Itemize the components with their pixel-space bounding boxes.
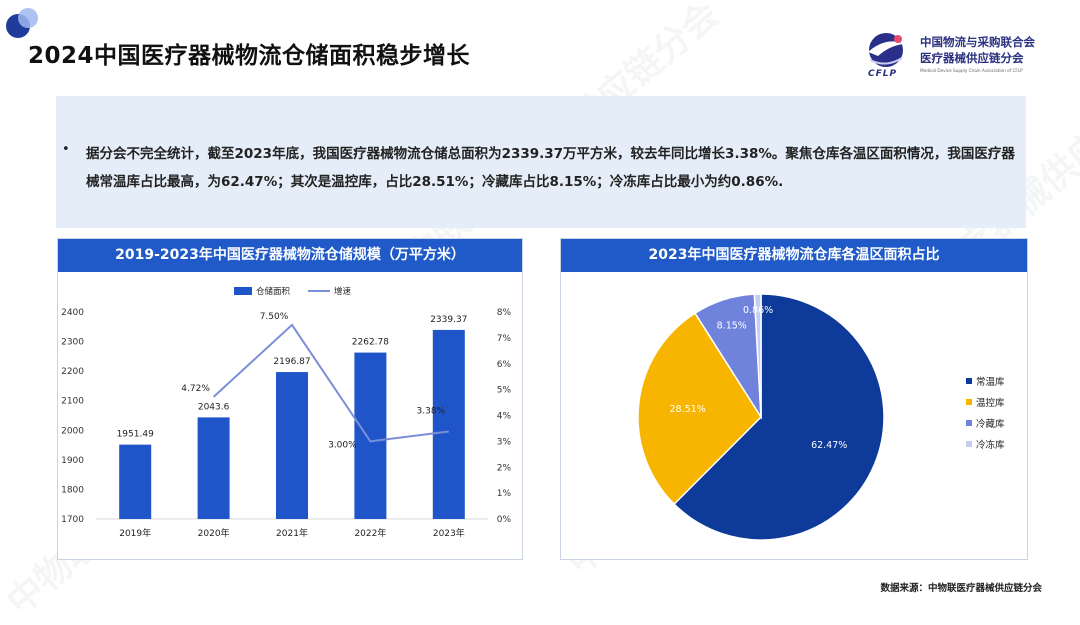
x-axis-tick-label: 2020年	[198, 527, 230, 539]
bar	[197, 417, 230, 519]
legend-label: 温控库	[976, 397, 1005, 409]
org-name-line1: 中国物流与采购联合会	[920, 35, 1035, 49]
legend-label: 常温库	[976, 376, 1005, 388]
pie-chart-title: 2023年中国医疗器械物流仓库各温区面积占比	[561, 239, 1027, 272]
summary-text: 据分会不完全统计，截至2023年底，我国医疗器械物流仓储总面积为2339.37万…	[86, 146, 1015, 190]
pie-chart-panel: 2023年中国医疗器械物流仓库各温区面积占比 62.47% 28.51% 8.15%…	[560, 238, 1028, 560]
x-axis-tick-label: 2023年	[433, 527, 465, 539]
y2-axis-tick-label: 0%	[497, 515, 512, 525]
pie-slice	[753, 293, 762, 418]
organization-logo: CFLP 中国物流与采购联合会 医疗器械供应链分会 Medical Device…	[862, 30, 1062, 82]
y2-axis-tick-label: 5%	[497, 386, 512, 396]
y-axis-tick-label: 2200	[61, 367, 84, 377]
pie-data-label: 28.51%	[670, 404, 706, 415]
data-source: 数据来源：中物联医疗器械供应链分会	[880, 583, 1042, 594]
page-title: 2024中国医疗器械物流仓储面积稳步增长	[28, 43, 471, 69]
line-data-label: 7.50%	[260, 312, 289, 322]
line-data-label: 3.38%	[417, 407, 446, 417]
line-data-label: 3.00%	[328, 440, 357, 450]
bullet-point: •	[62, 142, 70, 157]
bar	[119, 444, 152, 519]
bar	[354, 352, 387, 519]
y2-axis-tick-label: 8%	[497, 308, 512, 318]
bar-data-label: 1951.49	[117, 430, 154, 440]
legend-swatch	[966, 378, 972, 384]
legend-swatch	[966, 441, 972, 447]
x-axis-tick-label: 2022年	[354, 527, 386, 539]
legend-label-line: 增速	[334, 286, 352, 297]
legend-label-bar: 仓储面积	[256, 286, 291, 297]
y-axis-tick-label: 2100	[61, 397, 84, 407]
decor-circle-light	[18, 8, 38, 28]
y2-axis-tick-label: 3%	[497, 437, 512, 447]
growth-rate-line	[212, 323, 449, 443]
logo-abbreviation: CFLP	[868, 69, 898, 79]
bar	[276, 372, 308, 519]
legend-label: 冷冻库	[976, 439, 1005, 451]
y2-axis-tick-label: 2%	[497, 463, 512, 473]
org-name-line2: 医疗器械供应链分会	[920, 51, 1024, 65]
y2-axis-tick-label: 4%	[497, 412, 512, 422]
bar-data-label: 2043.6	[198, 402, 230, 412]
y-axis-tick-label: 2300	[61, 338, 84, 348]
bar-chart-panel: 2019-2023年中国医疗器械物流仓储规模（万平方米） 仓储面积 增速 2400 2…	[57, 238, 523, 560]
legend-label: 冷藏库	[976, 418, 1005, 430]
bar	[432, 329, 465, 519]
y-axis-tick-label: 2000	[61, 426, 84, 436]
pie-slice	[637, 312, 762, 506]
y-axis-tick-label: 1800	[61, 485, 84, 495]
y-axis-tick-label: 1900	[61, 456, 84, 466]
bar-chart-title: 2019-2023年中国医疗器械物流仓储规模（万平方米）	[58, 239, 522, 272]
y2-axis-tick-label: 6%	[497, 360, 512, 370]
legend-swatch	[966, 399, 972, 405]
bar-data-label: 2262.78	[352, 338, 389, 348]
y2-axis-tick-label: 7%	[497, 334, 512, 344]
legend-swatch	[966, 420, 972, 426]
x-axis-tick-label: 2019年	[119, 527, 151, 539]
pie-data-label: 8.15%	[717, 321, 747, 332]
cflp-logo-icon	[868, 33, 906, 67]
pie-slice	[673, 293, 885, 541]
x-axis-tick-label: 2021年	[276, 527, 308, 539]
legend-swatch-bar	[234, 287, 252, 295]
line-data-label: 4.72%	[181, 384, 210, 394]
summary-box	[56, 96, 1026, 228]
y-axis-tick-label: 2400	[61, 308, 84, 318]
bar-line-chart: 仓储面积 增速 2400 2300 2200 2100 2000 1900 1800 1700 8%…	[61, 286, 512, 539]
org-name-english: Medical Device Supply Chain Association …	[920, 68, 1023, 73]
chart-legend: 仓储面积 增速	[234, 286, 352, 297]
y2-axis-tick-label: 1%	[497, 489, 512, 499]
bar-data-label: 2196.87	[273, 357, 310, 367]
pie-data-label: 62.47%	[811, 440, 847, 451]
y-axis-tick-label: 1700	[61, 515, 84, 525]
bar-data-label: 2339.37	[430, 315, 467, 325]
pie-data-label: 0.86%	[743, 305, 773, 316]
